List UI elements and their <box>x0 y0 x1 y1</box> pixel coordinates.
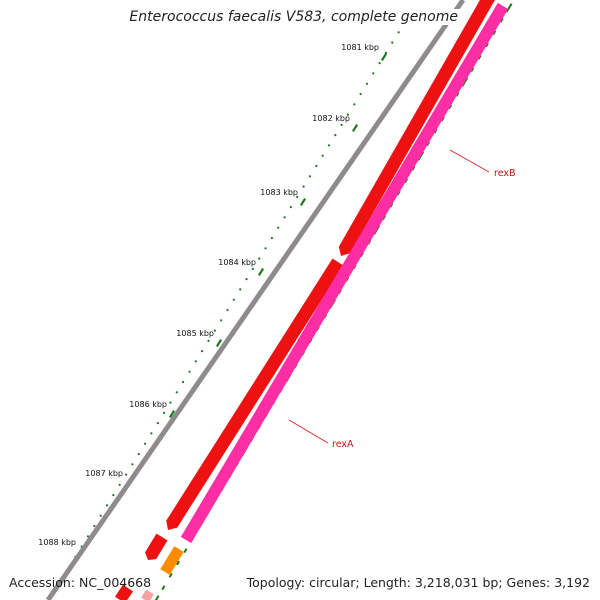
ring-tick <box>499 17 504 23</box>
minor-tick <box>93 524 96 528</box>
major-tick <box>380 53 388 61</box>
tick-label: 1083 kbp <box>260 188 298 197</box>
gene-labels: rexB rexA <box>288 149 516 450</box>
backbone-line <box>45 0 466 600</box>
minor-tick <box>86 535 90 538</box>
ring-tick <box>484 42 489 48</box>
minor-tick <box>194 360 197 363</box>
scale-major-ticks <box>77 53 388 556</box>
orange-gene-bar <box>160 546 184 575</box>
minor-tick <box>207 339 210 342</box>
ring-tick <box>154 595 160 600</box>
accession-label: Accession: <box>9 575 76 590</box>
ring-tick <box>505 3 513 13</box>
minor-tick <box>201 350 204 353</box>
minor-tick <box>378 62 381 65</box>
minor-tick <box>169 401 172 404</box>
minor-tick <box>156 422 159 425</box>
minor-tick <box>99 514 102 517</box>
tick-label: 1082 kbp <box>312 114 350 123</box>
gene-label-leader <box>288 419 329 444</box>
minor-tick <box>163 411 166 414</box>
light-gene-segment <box>141 589 154 600</box>
minor-tick <box>359 92 362 96</box>
accession-value: NC_004668 <box>79 575 152 590</box>
scale-minor-ticks <box>48 3 513 600</box>
ring-tick <box>477 54 482 60</box>
minor-tick <box>264 247 267 250</box>
minor-tick <box>277 226 280 229</box>
tick-label: 1085 kbp <box>176 329 214 338</box>
minor-tick <box>106 504 109 507</box>
minor-tick <box>372 72 375 75</box>
reverse-gene-bar <box>180 2 509 544</box>
major-tick <box>215 339 223 347</box>
major-tick <box>257 268 265 276</box>
minor-tick <box>283 216 286 219</box>
minor-tick <box>131 463 134 466</box>
minor-tick <box>175 391 178 394</box>
minor-tick <box>232 298 235 301</box>
minor-tick <box>296 195 299 198</box>
minor-tick <box>258 257 261 260</box>
minor-tick <box>220 319 223 322</box>
minor-tick <box>125 473 128 476</box>
minor-tick <box>251 267 254 270</box>
major-tick <box>299 198 307 206</box>
map-title: Enterococcus faecalis V583, complete gen… <box>127 9 460 25</box>
genome-summary: Topology: circular; Length: 3,218,031 bp… <box>246 575 590 590</box>
ring-tick <box>161 585 166 591</box>
minor-tick <box>397 31 400 34</box>
forward-gene-arrow <box>166 258 344 530</box>
minor-tick <box>188 370 191 373</box>
minor-tick <box>144 442 147 445</box>
minor-tick <box>302 185 305 188</box>
minor-tick <box>239 288 242 291</box>
gene-label-rexB: rexB <box>494 168 516 179</box>
minor-tick <box>321 154 324 157</box>
accession-line: Accession: NC_004668 <box>9 575 151 590</box>
minor-tick <box>353 103 356 106</box>
ring-tick <box>492 30 497 36</box>
tick-label: 1087 kbp <box>85 469 123 478</box>
minor-tick <box>112 494 115 497</box>
tick-label: 1081 kbp <box>341 43 379 52</box>
minor-tick <box>340 123 343 126</box>
minor-tick <box>315 164 318 168</box>
minor-tick <box>327 144 330 147</box>
minor-tick <box>346 113 349 116</box>
minor-tick <box>213 329 216 332</box>
minor-tick <box>245 278 248 281</box>
minor-tick <box>391 41 394 44</box>
gene-label-leader <box>449 149 490 173</box>
gene-label-rexA: rexA <box>332 439 354 450</box>
major-tick <box>351 124 359 132</box>
forward-gene-arrow <box>145 533 168 560</box>
minor-tick <box>226 308 229 312</box>
ring-tick <box>176 560 181 566</box>
gene-tracks <box>45 0 509 600</box>
tick-label: 1084 kbp <box>218 258 256 267</box>
ring-tick <box>168 572 173 578</box>
minor-tick <box>270 236 273 240</box>
minor-tick <box>289 206 292 209</box>
minor-tick <box>365 82 369 85</box>
minor-tick <box>334 134 337 137</box>
minor-tick <box>137 452 140 456</box>
forward-gene-segment <box>115 584 133 600</box>
minor-tick <box>308 175 311 178</box>
minor-tick <box>118 483 121 486</box>
major-tick <box>168 410 176 418</box>
tick-label: 1088 kbp <box>38 538 76 547</box>
ring-tick <box>183 548 188 554</box>
ring-tick <box>470 67 475 73</box>
tick-label: 1086 kbp <box>129 400 167 409</box>
scale-tick-labels: 1081 kbp 1082 kbp 1083 kbp 1084 kbp 1085 kbp… <box>38 43 379 547</box>
forward-gene-arrow <box>338 0 495 256</box>
minor-tick <box>150 432 153 435</box>
minor-tick <box>182 380 185 384</box>
